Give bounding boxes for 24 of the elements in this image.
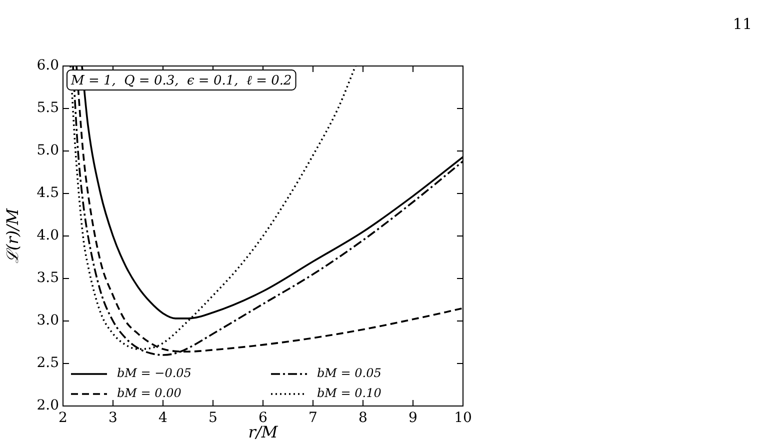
legend-label: bM = 0.05 <box>317 366 382 380</box>
text: 11 <box>732 14 752 33</box>
legend-label: bM = 0.10 <box>317 386 382 400</box>
x-tick-label: 4 <box>158 410 168 426</box>
y-tick-label: 3.0 <box>36 312 59 329</box>
x-tick-label: 3 <box>108 410 118 426</box>
x-tick-label: 9 <box>408 410 418 426</box>
y-tick-label: 3.5 <box>36 270 59 286</box>
annotation: M = 1, Q = 0.3, ϵ = 0.1, ℓ = 0.2 <box>70 73 292 88</box>
y-tick-label: 6.0 <box>36 58 59 74</box>
y-tick-label: 4.5 <box>36 185 59 202</box>
legend-label: bM = −0.05 <box>117 366 192 380</box>
y-axis-title: ℒ(r)/M <box>2 208 22 264</box>
x-tick-label: 8 <box>358 410 368 426</box>
y-tick-label: 2.5 <box>36 355 59 372</box>
y-tick-label: 4.0 <box>36 228 59 244</box>
legend-label: bM = 0.00 <box>117 386 182 400</box>
y-tick-label: 5.0 <box>36 142 59 159</box>
x-tick-label: 5 <box>208 410 218 426</box>
y-tick-label: 2.0 <box>36 398 59 414</box>
x-tick-label: 2 <box>58 410 68 426</box>
x-tick-label: 10 <box>454 410 472 426</box>
x-tick-label: 7 <box>308 410 318 426</box>
y-tick-label: 5.5 <box>36 100 59 116</box>
